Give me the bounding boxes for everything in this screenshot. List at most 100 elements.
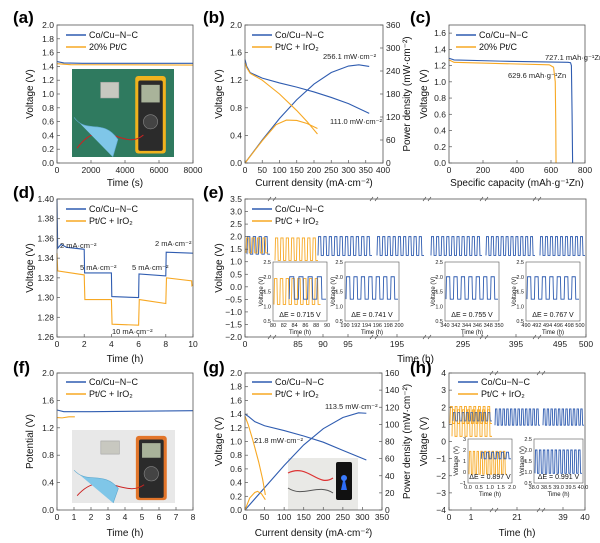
y-tick-label: 1.6: [42, 395, 54, 405]
legend-label: Co/Cu−N−C: [89, 204, 139, 214]
inset-y-tick-label: 1.0: [524, 470, 532, 476]
legend-label: Pt/C + IrO₂: [481, 389, 525, 399]
inset-y-tick-label: 2.5: [263, 260, 271, 266]
y2-axis-label: Power density (mW·cm⁻²): [402, 384, 413, 499]
x-tick-label: 200: [307, 165, 321, 175]
panel-g: (g) 0.0 0.2 0.4 0.6 0.8 1.0 1.2 1.4 1.6 1.8 2.0 0 50 1…: [203, 358, 413, 539]
y2-tick-label: 120: [386, 112, 400, 122]
inset-x-tick-label: 80: [270, 323, 276, 329]
inset-x-tick-label: 498: [565, 323, 574, 329]
inset-x-tick-label: 496: [554, 323, 563, 329]
x-axis-label: Time (h): [107, 528, 144, 539]
series-line-co-cu-n-c: [56, 409, 194, 413]
x-tick-label: 0: [55, 165, 60, 175]
inset-y-tick-label: 0: [463, 470, 466, 476]
panel-label: (g): [203, 358, 225, 377]
y-tick-label: 0.6: [230, 464, 242, 474]
x-axis-label: Time (s): [107, 178, 143, 189]
x-tick-label: 85: [293, 339, 303, 349]
y-tick-label: −1.5: [225, 319, 242, 329]
x-tick-label: 6: [136, 339, 141, 349]
y-tick-label: 1.6: [434, 28, 446, 38]
series-line-co-cu-n-c-voltage: [244, 59, 370, 114]
y-tick-label: 3: [441, 385, 446, 395]
x-tick-label: 21: [512, 512, 522, 522]
inset-x-tick-label: 342: [451, 323, 460, 329]
inset-x-tick-label: 500: [575, 323, 584, 329]
y2-tick-label: 300: [386, 43, 400, 53]
y-tick-label: 0.0: [230, 505, 242, 515]
annotation: 2 mA·cm⁻²: [155, 239, 192, 248]
y-tick-label: 0.4: [230, 130, 242, 140]
y-tick-label: 1.4: [230, 409, 242, 419]
y-tick-label: 1.38: [37, 214, 54, 224]
y-tick-label: 2.0: [42, 368, 54, 378]
inset-y-axis-label: Voltage (V): [512, 277, 518, 307]
annotation: 111.0 mW·cm⁻²: [330, 117, 383, 126]
y-tick-label: 1.2: [434, 61, 446, 71]
legend-label: 20% Pt/C: [479, 42, 518, 52]
y-tick-label: 0.2: [42, 144, 54, 154]
y-tick-label: 0.0: [230, 158, 242, 168]
x-tick-label: 350: [359, 165, 373, 175]
y-tick-label: 1.40: [37, 194, 54, 204]
inset-y-tick-label: 2.0: [516, 275, 524, 281]
y-tick-label: 1.34: [37, 253, 54, 263]
y-tick-label: 1.4: [42, 61, 54, 71]
y-tick-label: 1.6: [42, 48, 54, 58]
y-tick-label: 0.0: [230, 282, 242, 292]
y-tick-label: 1.5: [230, 244, 242, 254]
inset-x-tick-label: 190: [340, 323, 349, 329]
x-tick-label: 300: [341, 165, 355, 175]
inset-x-tick-label: 88: [313, 323, 319, 329]
x-axis-label: Time (h): [397, 354, 434, 365]
y-tick-label: 1.30: [37, 293, 54, 303]
legend-label: Pt/C + IrO₂: [275, 389, 319, 399]
annotation: 629.6 mAh·g⁻¹Zn: [508, 71, 566, 80]
x-tick-label: 150: [290, 165, 304, 175]
delta-e-label: ΔE = 0.741 V: [351, 312, 393, 319]
x-tick-label: 295: [456, 339, 470, 349]
inset-y-tick-label: 1.5: [516, 290, 524, 296]
inset-y-tick-label: 1.5: [335, 290, 343, 296]
legend-label: Pt/C + IrO₂: [89, 216, 133, 226]
inset-x-tick-label: 90: [324, 323, 330, 329]
x-tick-label: 400: [376, 165, 390, 175]
series-line-co-cu-n-c-voltage: [244, 413, 367, 461]
inset-curve-co-cu-n-c: [526, 276, 579, 300]
inset-x-tick-label: 0.5: [475, 485, 483, 491]
inset-x-tick-label: 38.0: [529, 485, 540, 491]
delta-e-label: ΔE = 0.991 V: [538, 474, 580, 481]
y-tick-label: 0.2: [230, 491, 242, 501]
inset-y-tick-label: 0.5: [335, 319, 343, 325]
x-tick-label: 7: [174, 512, 179, 522]
inset-x-tick-label: 340: [440, 323, 449, 329]
x-tick-label: 39: [558, 512, 568, 522]
cycling-curve-pt-c: [451, 409, 492, 437]
inset-y-tick-label: 2.0: [335, 275, 343, 281]
inset-x-axis-label: Time (h): [361, 330, 383, 336]
y-tick-label: 0.4: [42, 478, 54, 488]
y-tick-label: 1: [441, 419, 446, 429]
inset-x-axis-label: Time (h): [461, 330, 483, 336]
y2-tick-label: 0: [385, 505, 390, 515]
delta-e-label: ΔE = 0.755 V: [451, 312, 493, 319]
x-tick-label: 200: [316, 512, 330, 522]
inset-y-tick-label: 3: [463, 437, 466, 443]
inset-x-tick-label: 86: [302, 323, 308, 329]
x-tick-label: 4: [109, 339, 114, 349]
y-tick-label: 0.8: [230, 103, 242, 113]
inset-y-axis-label: Voltage (V): [520, 446, 526, 476]
x-tick-label: 0: [447, 165, 452, 175]
y-axis-label: Voltage (V): [214, 243, 225, 292]
series-line-pt-c-voltage: [244, 415, 266, 496]
legend-label: Co/Cu−N−C: [275, 377, 325, 387]
x-tick-label: 300: [355, 512, 369, 522]
x-tick-label: 4000: [116, 165, 135, 175]
x-tick-label: 100: [277, 512, 291, 522]
legend-label: Co/Cu−N−C: [481, 377, 531, 387]
annotation: 21.8 mW·cm⁻²: [254, 436, 303, 445]
legend-label: Pt/C + IrO₂: [275, 42, 319, 52]
inset-y-tick-label: 1.0: [335, 304, 343, 310]
